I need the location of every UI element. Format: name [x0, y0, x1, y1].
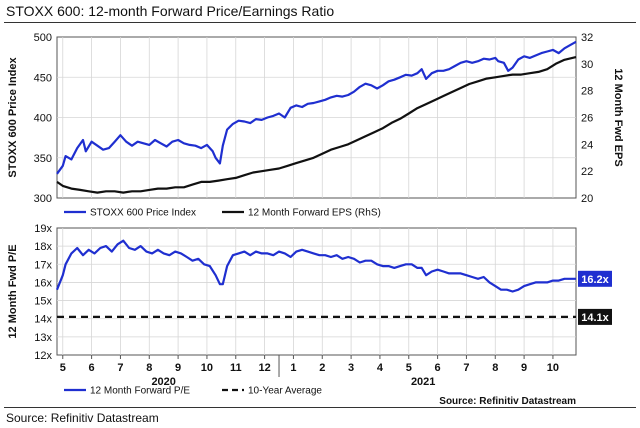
- year-label-2020: 2020: [151, 376, 175, 388]
- legend-label-eps: 12 Month Forward EPS (RhS): [248, 208, 381, 219]
- value-tag-label: 16.2x: [581, 274, 609, 286]
- title-divider: [4, 22, 636, 23]
- x-tick-label: 9: [175, 362, 181, 374]
- x-tick-label: 10: [201, 362, 213, 374]
- pe-axis-title: 12 Month Fwd P/E: [7, 244, 19, 338]
- left-y-tick-label: 300: [34, 193, 52, 205]
- source-footer: Source: Refinitiv Datastream: [6, 411, 159, 425]
- x-tick-label: 11: [230, 362, 242, 374]
- value-tag-bg: [578, 308, 612, 325]
- pe-y-tick-label: 19x: [34, 223, 52, 235]
- pe-y-tick-label: 14x: [34, 314, 52, 326]
- x-tick-label: 7: [463, 362, 469, 374]
- eps-line: [56, 56, 577, 194]
- legend-label-average: 10-Year Average: [248, 386, 322, 397]
- price-line: [56, 40, 577, 175]
- pe-y-tick-label: 17x: [34, 259, 52, 271]
- x-tick-label: 8: [492, 362, 498, 374]
- left-y-tick-label: 400: [34, 113, 52, 125]
- right-y-tick-label: 22: [581, 166, 593, 178]
- pe-y-tick-label: 18x: [34, 241, 52, 253]
- x-tick-label: 5: [60, 362, 66, 374]
- right-y-tick-label: 24: [581, 139, 593, 151]
- x-tick-label: 9: [521, 362, 527, 374]
- pe-y-tick-label: 12x: [34, 350, 52, 362]
- footer-divider: [4, 407, 636, 408]
- right-y-tick-label: 32: [581, 32, 593, 44]
- right-y-tick-label: 20: [581, 193, 593, 205]
- right-axis-title: 12 Month Fwd EPS: [612, 68, 624, 166]
- x-tick-label: 4: [377, 362, 384, 374]
- x-tick-label: 7: [117, 362, 123, 374]
- right-y-tick-label: 28: [581, 86, 593, 98]
- panel-source-note: Source: Refinitiv Datastream: [439, 396, 576, 407]
- value-tag-bg: [578, 270, 612, 287]
- pe-line: [55, 239, 576, 293]
- pe-y-tick-label: 15x: [34, 296, 52, 308]
- legend-label-price: STOXX 600 Price Index: [90, 208, 196, 219]
- x-tick-label: 6: [435, 362, 441, 374]
- left-y-tick-label: 450: [34, 72, 52, 84]
- right-y-tick-label: 26: [581, 113, 593, 125]
- x-tick-label: 6: [89, 362, 95, 374]
- right-y-tick-label: 30: [581, 59, 593, 71]
- left-y-tick-label: 350: [34, 153, 52, 165]
- value-tag-label: 14.1x: [581, 312, 609, 324]
- x-tick-label: 3: [348, 362, 354, 374]
- year-label-2021: 2021: [411, 376, 435, 388]
- pe-y-tick-label: 16x: [34, 277, 52, 289]
- pe-y-tick-label: 13x: [34, 332, 52, 344]
- x-tick-label: 1: [290, 362, 296, 374]
- x-tick-label: 5: [406, 362, 412, 374]
- pe-panel: 12x 13x 14x 15x 16x 17x 18x 19x 12 Month Fwd P/E…: [7, 223, 612, 407]
- x-tick-label: 12: [258, 362, 270, 374]
- x-tick-label: 8: [146, 362, 152, 374]
- price-eps-panel: 300 350 400 450 500 20 22 24 26 28 30 32 STOXX 600 P…: [7, 32, 624, 219]
- left-axis-title: STOXX 600 Price Index: [7, 56, 19, 177]
- x-tick-label: 2: [319, 362, 325, 374]
- legend-label-pe: 12 Month Forward P/E: [90, 386, 190, 397]
- x-tick-label: 10: [547, 362, 559, 374]
- left-y-tick-label: 500: [34, 32, 52, 44]
- chart-title: STOXX 600: 12-month Forward Price/Earnin…: [6, 3, 335, 19]
- bottom-plot-frame: [56, 227, 577, 356]
